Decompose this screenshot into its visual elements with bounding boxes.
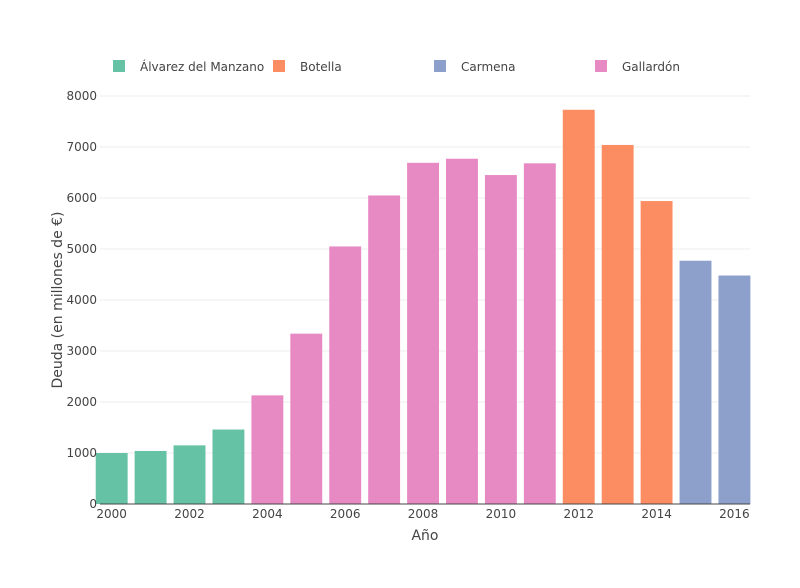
legend-label: Gallardón (622, 60, 680, 74)
bar (95, 453, 128, 504)
bar (601, 144, 634, 504)
bar (212, 429, 245, 504)
y-tick-label: 4000 (66, 293, 97, 307)
y-axis-title: Deuda (en millones de €) (50, 211, 66, 388)
bar (134, 450, 167, 504)
bar (290, 333, 323, 504)
y-tick-label: 8000 (66, 89, 97, 103)
y-tick-label: 5000 (66, 242, 97, 256)
bar (484, 175, 517, 505)
bar (368, 195, 401, 504)
bar (407, 162, 440, 504)
x-tick-label: 2010 (486, 507, 517, 521)
x-tick-label: 2014 (641, 507, 672, 521)
legend-swatch (113, 60, 125, 72)
x-axis-title: Año (411, 528, 438, 544)
bar (523, 163, 556, 504)
bar (446, 158, 478, 505)
bar (329, 246, 362, 504)
y-tick-label: 3000 (66, 344, 97, 358)
bar (679, 260, 712, 504)
y-tick-labels: 0 1000 2000 3000 4000 5000 6000 7000 8000 (66, 89, 97, 511)
legend-label: Álvarez del Manzano (140, 59, 264, 74)
legend-label: Botella (300, 60, 342, 74)
y-tick-label: 6000 (66, 191, 97, 205)
x-tick-label: 2004 (252, 507, 283, 521)
legend-swatch (595, 60, 607, 72)
x-tick-label: 2016 (719, 507, 750, 521)
legend-swatch (273, 60, 285, 72)
x-tick-label: 2012 (563, 507, 594, 521)
x-tick-label: 2000 (96, 507, 127, 521)
bars (95, 109, 751, 505)
bar (640, 201, 673, 504)
bar (562, 109, 595, 505)
x-tick-label: 2002 (174, 507, 205, 521)
y-tick-label: 2000 (66, 395, 97, 409)
y-tick-label: 7000 (66, 140, 97, 154)
y-tick-label: 0 (89, 497, 97, 511)
x-tick-labels: 2000 2002 2004 2006 2008 2010 2012 2014 2016 (96, 507, 749, 521)
y-tick-label: 1000 (66, 446, 97, 460)
legend-swatch (434, 60, 446, 72)
bar (173, 445, 206, 504)
legend-label: Carmena (461, 60, 516, 74)
bar (251, 395, 284, 504)
legend: Álvarez del Manzano Botella Carmena Gallard… (113, 59, 680, 74)
x-tick-label: 2008 (408, 507, 439, 521)
x-tick-label: 2006 (330, 507, 361, 521)
bar (718, 275, 751, 504)
